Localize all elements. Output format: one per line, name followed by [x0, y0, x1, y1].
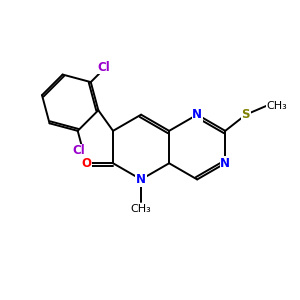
- Text: Cl: Cl: [98, 61, 110, 74]
- Text: N: N: [220, 157, 230, 170]
- Text: N: N: [136, 173, 146, 186]
- Text: Cl: Cl: [72, 145, 85, 158]
- Text: CH₃: CH₃: [266, 101, 287, 111]
- Text: O: O: [82, 157, 92, 170]
- Text: S: S: [242, 108, 250, 121]
- Text: N: N: [192, 108, 202, 121]
- Text: CH₃: CH₃: [131, 204, 152, 214]
